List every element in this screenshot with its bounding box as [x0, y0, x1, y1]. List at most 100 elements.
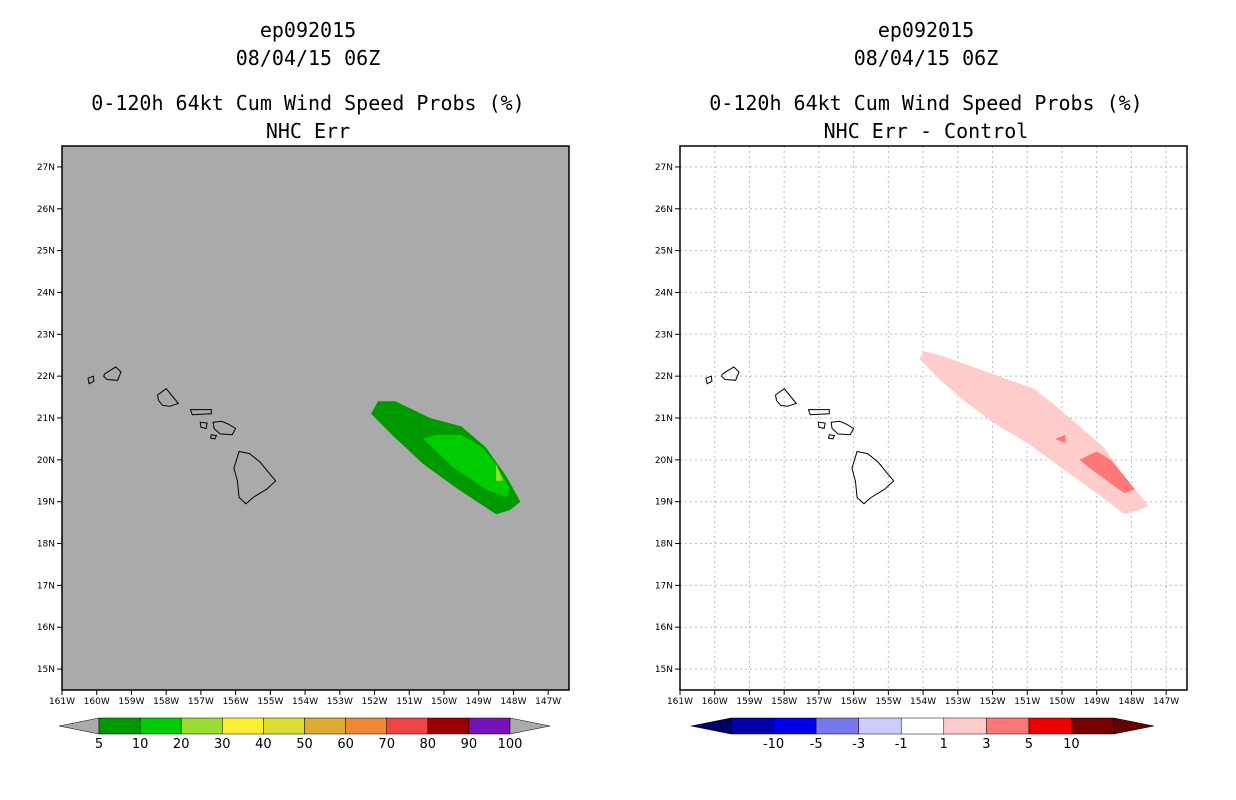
x-tick-label: 150W [431, 697, 457, 707]
kahoolawe-island-outline [210, 434, 218, 440]
x-tick-label: 152W [361, 697, 387, 707]
x-tick-label: 159W [736, 697, 762, 707]
y-tick-label: 25N [37, 247, 55, 257]
y-tick-label: 23N [655, 330, 673, 340]
probability-region [1079, 451, 1135, 494]
x-tick-label: 155W [257, 697, 283, 707]
molokai-island-outline [807, 409, 830, 416]
colorbar-swatch [263, 717, 305, 735]
colorbar-swatch [858, 717, 902, 735]
y-tick-label: 26N [655, 205, 673, 215]
x-tick-label: 154W [292, 697, 318, 707]
x-tick-label: 149W [1084, 697, 1110, 707]
colorbar-label: 10 [1063, 737, 1080, 752]
plot-area [680, 146, 1187, 690]
left-chart-subtitle: NHC Err [265, 119, 351, 143]
left-datetime: 08/04/15 06Z [235, 46, 381, 70]
oahu-island-outline [156, 388, 180, 407]
colorbar-swatch [1071, 717, 1115, 735]
x-tick-label: 160W [702, 697, 728, 707]
colorbar-swatch [345, 717, 387, 735]
colorbar-label: 30 [214, 737, 231, 752]
x-tick-label: 147W [535, 697, 561, 707]
y-tick-label: 16N [37, 623, 55, 633]
colorbar-label: 50 [296, 737, 313, 752]
colorbar-swatch [986, 717, 1030, 735]
plot-area [87, 366, 521, 515]
y-tick-label: 21N [37, 414, 55, 424]
colorbar-label: 80 [420, 737, 437, 752]
colorbar-swatch [427, 717, 470, 735]
colorbar-label: -3 [852, 737, 865, 752]
colorbar-label: -10 [763, 737, 784, 752]
colorbar-label: 5 [1025, 737, 1033, 752]
y-tick-label: 24N [37, 288, 55, 298]
colorbar-swatch [139, 717, 182, 735]
x-tick-label: 151W [1014, 697, 1040, 707]
x-tick-label: 157W [188, 697, 214, 707]
colorbar-swatch [730, 717, 774, 735]
x-tick-label: 161W [49, 697, 75, 707]
lanai-island-outline [817, 421, 826, 430]
colorbar-label: 3 [982, 737, 990, 752]
colorbar-label: 10 [132, 737, 149, 752]
colorbar-label: 1 [940, 737, 948, 752]
y-tick-label: 16N [655, 623, 673, 633]
colorbar-swatch [180, 717, 223, 735]
y-tick-label: 17N [655, 581, 673, 591]
x-tick-label: 148W [500, 697, 526, 707]
colorbar-right-arrow [1113, 717, 1155, 735]
colorbar-label: 20 [173, 737, 190, 752]
x-tick-label: 154W [910, 697, 936, 707]
y-tick-label: 27N [655, 163, 673, 173]
maui-island-outline [830, 420, 855, 436]
colorbar-swatch [468, 717, 511, 735]
x-tick-label: 151W [396, 697, 422, 707]
left-storm-id: ep092015 [259, 18, 357, 42]
colorbar-swatch [98, 717, 141, 735]
y-tick-label: 24N [655, 288, 673, 298]
big-island-outline [233, 450, 277, 505]
x-tick-label: 150W [1049, 697, 1075, 707]
y-tick-label: 27N [37, 163, 55, 173]
colorbar-swatch [773, 717, 817, 735]
right-chart-title: 0-120h 64kt Cum Wind Speed Probs (%) [709, 91, 1143, 115]
y-tick-label: 15N [37, 665, 55, 675]
probability-region [1055, 434, 1066, 444]
y-tick-label: 21N [655, 414, 673, 424]
kauai-island-outline [103, 366, 122, 381]
oahu-island-outline [774, 388, 798, 407]
x-tick-label: 153W [327, 697, 353, 707]
x-tick-label: 160W [84, 697, 110, 707]
colorbar-label: 60 [337, 737, 354, 752]
x-tick-label: 149W [466, 697, 492, 707]
y-tick-label: 26N [37, 205, 55, 215]
probability-region [496, 464, 503, 481]
niihau-island-outline [705, 375, 713, 385]
right-difference-map: 15N 16N 17N 18N 19N 20N 21N 22N 23N 24N 25N 26N 27N 1… [655, 145, 1188, 752]
probability-region [919, 351, 1149, 515]
right-chart-subtitle: NHC Err - Control [823, 119, 1029, 143]
colorbar-label: 5 [95, 737, 103, 752]
y-tick-label: 18N [655, 540, 673, 550]
y-tick-label: 23N [37, 330, 55, 340]
colorbar-label: 70 [378, 737, 395, 752]
plot-background [62, 146, 569, 690]
x-tick-label: 156W [841, 697, 867, 707]
plot-background [680, 146, 1187, 690]
colorbar-label: 90 [461, 737, 478, 752]
lanai-island-outline [199, 421, 208, 430]
x-tick-label: 155W [875, 697, 901, 707]
right-storm-id: ep092015 [877, 18, 975, 42]
niihau-island-outline [87, 375, 95, 385]
colorbar-label: -1 [895, 737, 908, 752]
colorbar-label: -5 [810, 737, 823, 752]
colorbar-swatch [815, 717, 859, 735]
x-tick-label: 158W [153, 697, 179, 707]
x-tick-label: 156W [223, 697, 249, 707]
y-tick-label: 20N [37, 456, 55, 466]
y-tick-label: 25N [655, 247, 673, 257]
colorbar-label: 100 [498, 737, 523, 752]
colorbar-label: 40 [255, 737, 272, 752]
y-tick-label: 17N [37, 581, 55, 591]
